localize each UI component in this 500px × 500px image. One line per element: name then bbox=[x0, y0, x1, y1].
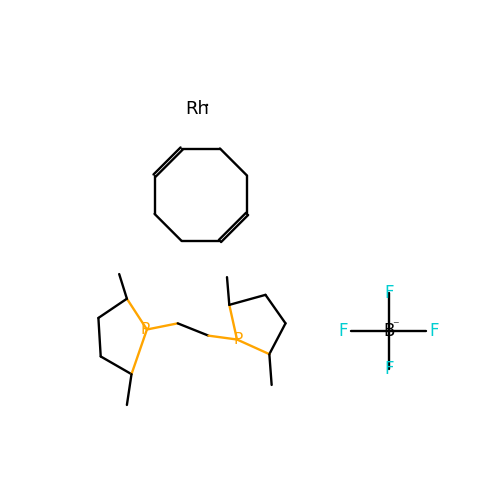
Text: P: P bbox=[234, 332, 243, 347]
Text: F: F bbox=[338, 322, 348, 340]
Text: F: F bbox=[384, 284, 394, 302]
Text: B: B bbox=[383, 322, 394, 340]
Text: ⁻: ⁻ bbox=[392, 319, 399, 332]
Text: F: F bbox=[384, 360, 394, 378]
Text: Rh: Rh bbox=[186, 100, 210, 117]
Text: ·: · bbox=[204, 96, 210, 116]
Text: F: F bbox=[430, 322, 439, 340]
Text: P: P bbox=[140, 322, 150, 337]
